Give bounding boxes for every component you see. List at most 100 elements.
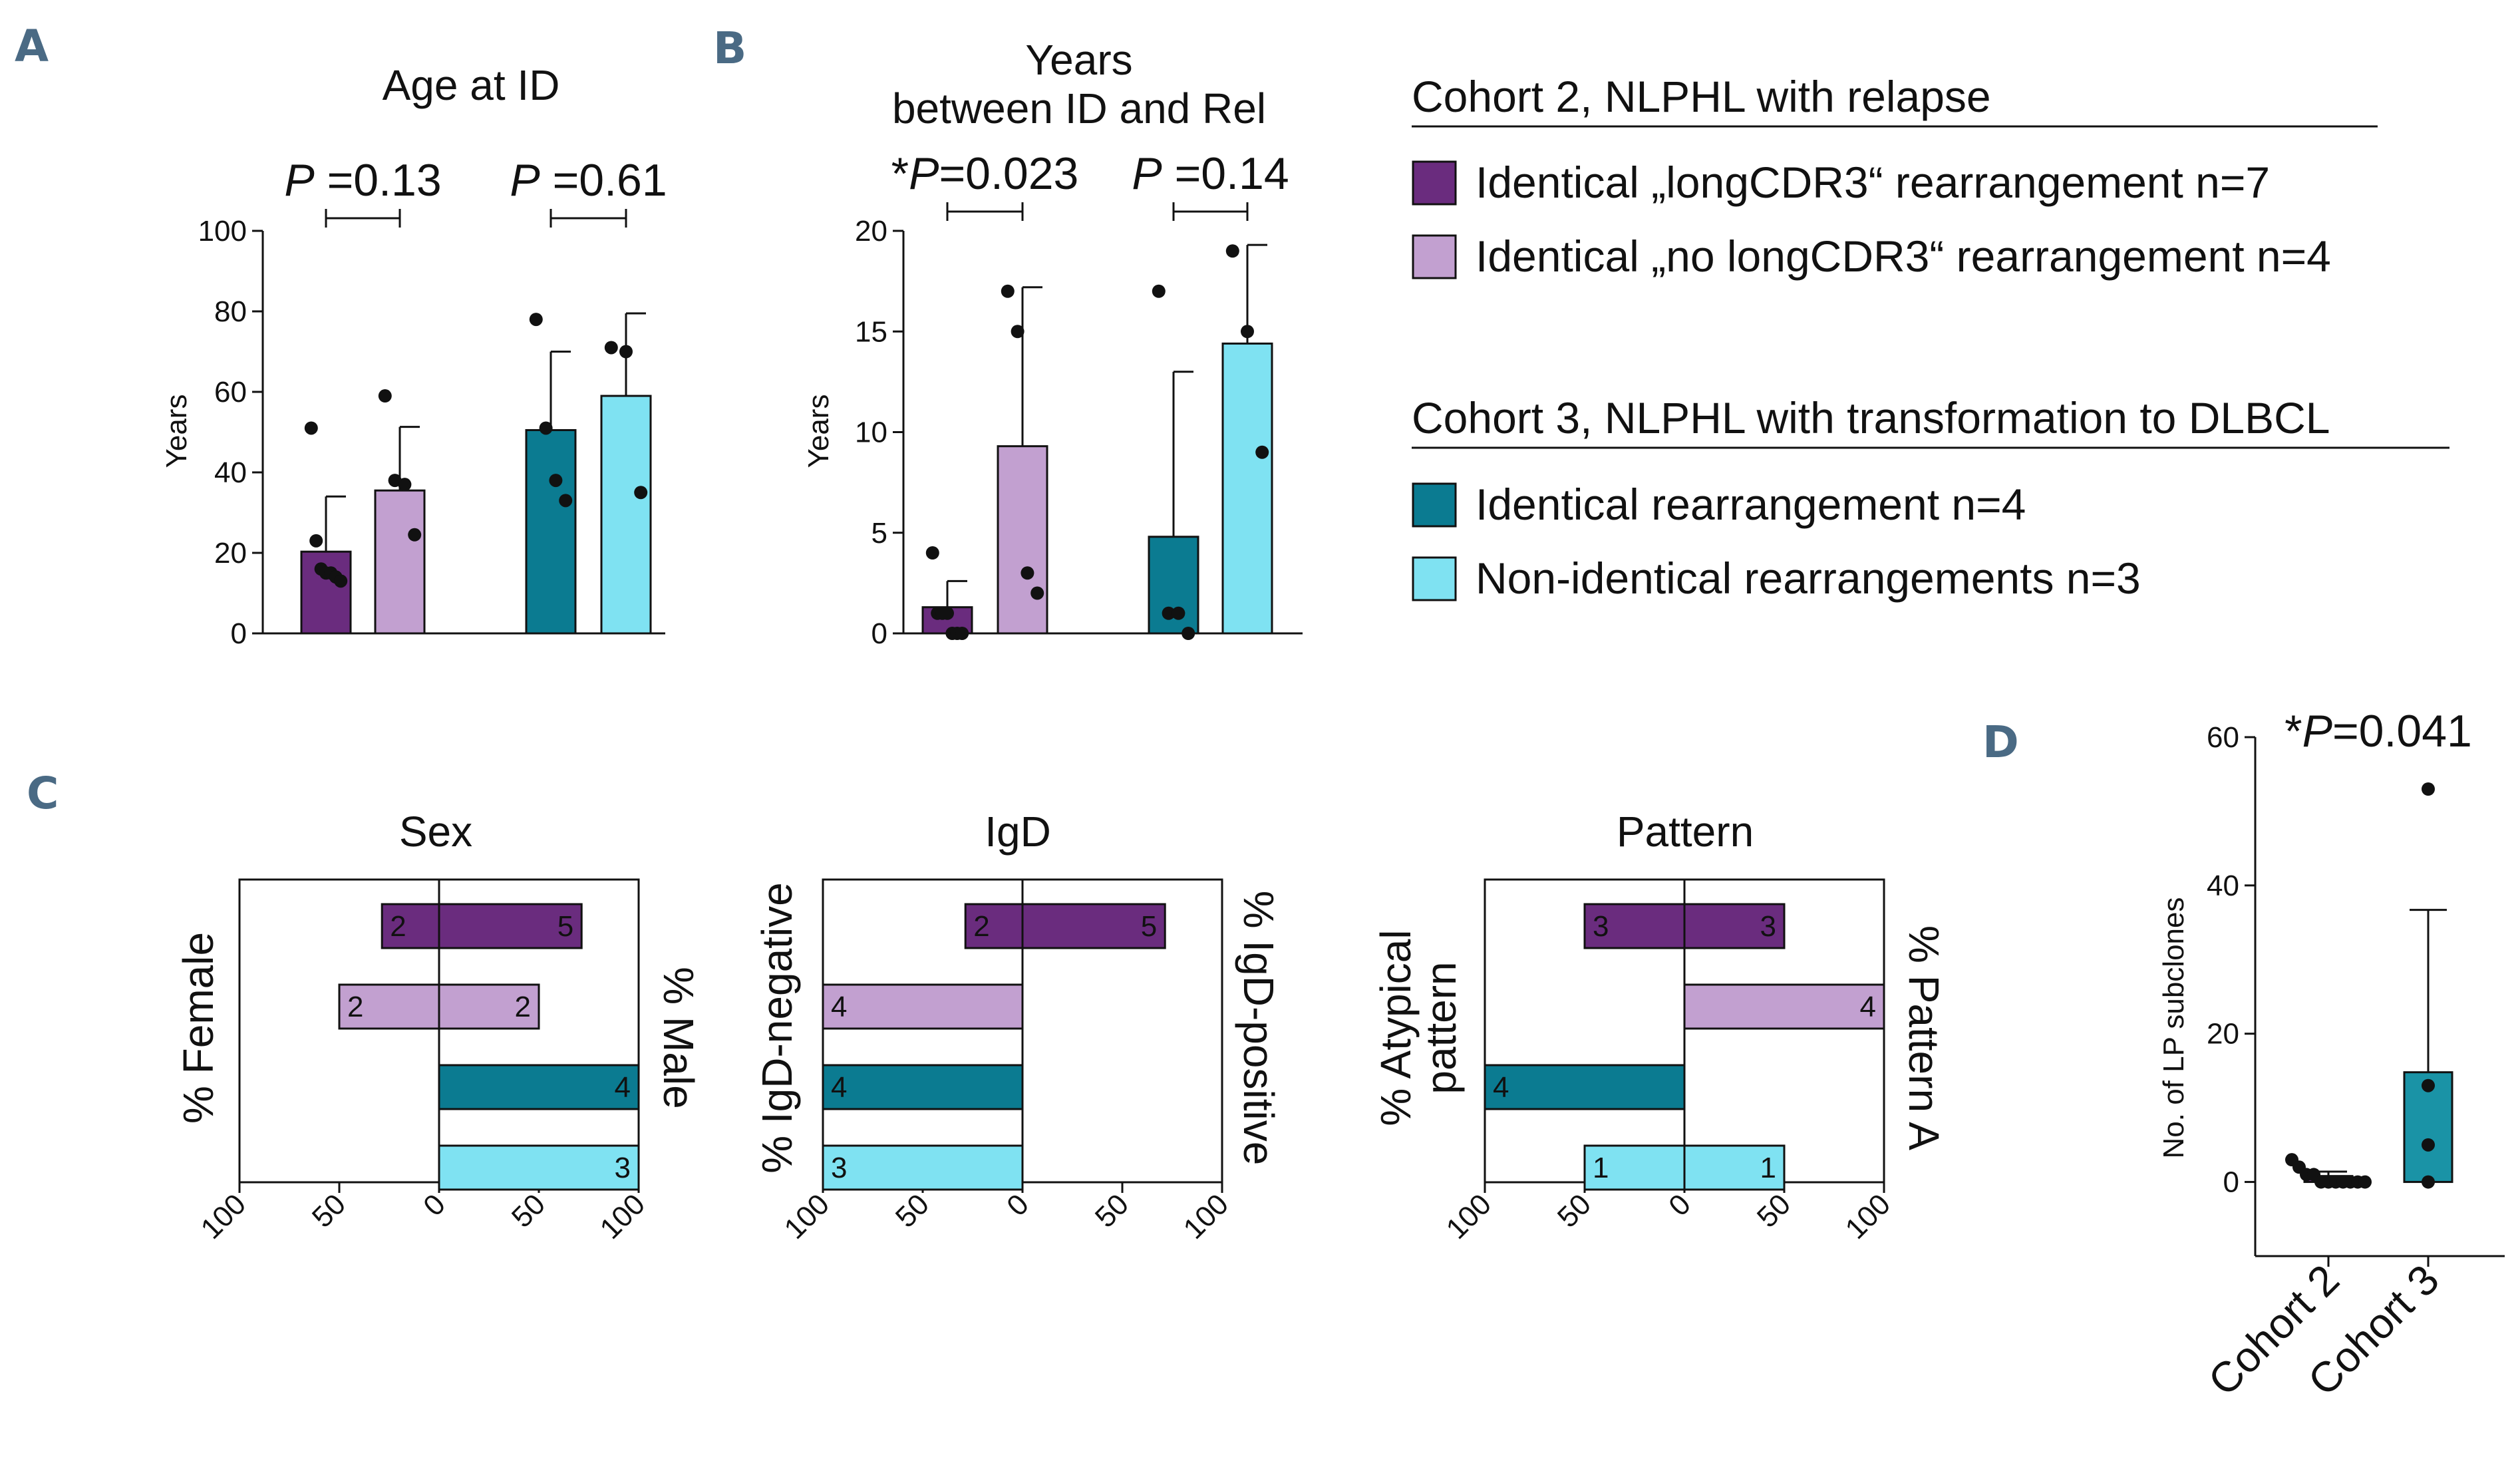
x-tick-label: 100 — [1178, 1188, 1235, 1245]
panel-b-title-line2: between ID and Rel — [892, 84, 1266, 132]
data-point — [559, 494, 573, 508]
p-value: P =0.61 — [510, 155, 667, 206]
count-left: 2 — [390, 910, 406, 943]
data-point — [941, 606, 954, 620]
x-tick-label: 100 — [1839, 1188, 1897, 1245]
p-value-star: * — [2284, 706, 2302, 756]
x-tick-label: 0 — [1001, 1188, 1035, 1222]
data-point — [1241, 325, 1254, 339]
data-point — [2422, 1078, 2435, 1092]
count-right: 3 — [615, 1152, 631, 1184]
legend: Cohort 2, NLPHL with relapse Identical „… — [1412, 72, 2449, 603]
count-left: 4 — [831, 991, 847, 1023]
x-tick-label: 50 — [506, 1188, 551, 1233]
panel-c-sex-left-label: % Female — [174, 932, 222, 1124]
data-point — [2422, 1138, 2435, 1152]
x-tick-label: 50 — [1551, 1188, 1597, 1233]
bar-right — [438, 983, 540, 1030]
panel-label-c: C — [27, 768, 59, 819]
data-point — [955, 627, 969, 640]
y-tick-label: 40 — [2207, 870, 2239, 902]
x-tick-label: 100 — [195, 1188, 253, 1245]
p-value-p: P — [284, 155, 314, 206]
bar-left — [822, 1064, 1024, 1110]
count-left: 3 — [831, 1152, 847, 1184]
data-point — [304, 421, 318, 435]
legend-label-non-identical: Non-identical rearrangements n=3 — [1476, 554, 2141, 603]
bar-left — [964, 903, 1024, 949]
data-point — [1172, 606, 1185, 620]
x-tick-label: 0 — [417, 1188, 452, 1222]
data-point — [398, 478, 412, 492]
x-tick-label: 0 — [1662, 1188, 1697, 1222]
data-point — [1030, 586, 1044, 600]
bar — [997, 445, 1048, 635]
panel-c-pattern-left-label-1: % Atypical — [1372, 929, 1420, 1126]
bar — [525, 428, 577, 635]
data-point — [309, 534, 323, 548]
data-point — [1162, 606, 1176, 620]
data-point — [1225, 244, 1239, 258]
count-right: 5 — [557, 910, 573, 943]
bar — [1221, 342, 1273, 635]
count-left: 2 — [347, 991, 363, 1023]
data-point — [1255, 445, 1269, 459]
data-point — [604, 341, 618, 355]
data-point — [2358, 1175, 2372, 1189]
panel-c-pattern-right-label: % Pattern A — [1900, 925, 1948, 1150]
bar-right — [1683, 903, 1786, 949]
count-right: 4 — [1860, 991, 1876, 1023]
legend-swatch-longcdr3 — [1412, 160, 1457, 206]
y-tick-label: 100 — [198, 215, 247, 247]
legend-swatch-non-identical — [1412, 556, 1457, 601]
x-tick-label: 50 — [1751, 1188, 1797, 1233]
y-tick-label: 40 — [214, 456, 247, 489]
data-point — [378, 389, 392, 403]
y-tick-label: 20 — [214, 537, 247, 570]
data-point — [2422, 782, 2435, 796]
data-point — [529, 313, 543, 327]
data-point — [408, 528, 422, 542]
x-tick-label: 100 — [778, 1188, 836, 1245]
legend-cohort3-title: Cohort 3, NLPHL with transformation to D… — [1412, 393, 2330, 442]
bar-right — [1683, 1144, 1786, 1191]
p-value: P =0.13 — [284, 155, 441, 206]
y-tick-label: 80 — [214, 295, 247, 328]
data-point — [1011, 325, 1024, 339]
panel-label-b: B — [713, 23, 746, 74]
data-point — [634, 486, 648, 500]
p-value: *P=0.041 — [2284, 706, 2472, 756]
p-value-p: P — [2302, 706, 2332, 756]
bar-left — [1583, 1144, 1686, 1191]
legend-label-longcdr3: Identical „longCDR3“ rearrangement n=7 — [1476, 158, 2270, 207]
legend-label-identical: Identical rearrangement n=4 — [1476, 480, 2026, 529]
y-tick-label: 60 — [2207, 721, 2239, 754]
p-value: P =0.14 — [1132, 148, 1289, 199]
count-left: 4 — [831, 1071, 847, 1104]
count-left: 4 — [1493, 1071, 1509, 1104]
bar-right — [1021, 903, 1166, 949]
data-point — [1181, 627, 1195, 640]
data-point — [549, 474, 563, 488]
x-tick-label: 50 — [889, 1188, 935, 1233]
y-tick-label: 20 — [2207, 1018, 2239, 1051]
data-point — [619, 345, 633, 359]
legend-label-no-longcdr3: Identical „no longCDR3“ rearrangement n=… — [1476, 232, 2331, 281]
panel-a-title: Age at ID — [383, 61, 560, 109]
panel-b-chart: Years between ID and Rel Years 0 5 10 15 20*… — [802, 36, 1303, 650]
panel-c-charts: Sex % Female % Male IgD % IgD-negative %… — [174, 808, 1948, 1245]
x-tick-label: 50 — [1089, 1188, 1135, 1233]
y-tick-label: 5 — [871, 517, 887, 550]
panel-b-y-label: Years — [802, 395, 835, 468]
legend-swatch-no-longcdr3 — [1412, 234, 1457, 279]
y-tick-label: 0 — [2223, 1166, 2239, 1199]
y-tick-label: 0 — [871, 617, 887, 650]
panel-c-igd-right-label: % IgD-positive — [1235, 891, 1283, 1166]
panel-c-sex-title: Sex — [399, 808, 472, 856]
bar-right — [438, 1144, 640, 1191]
panel-c-sex-right-label: % Male — [655, 967, 703, 1108]
bar-right — [1683, 983, 1885, 1030]
p-value-p: P — [510, 155, 540, 206]
y-tick-label: 10 — [855, 416, 887, 449]
